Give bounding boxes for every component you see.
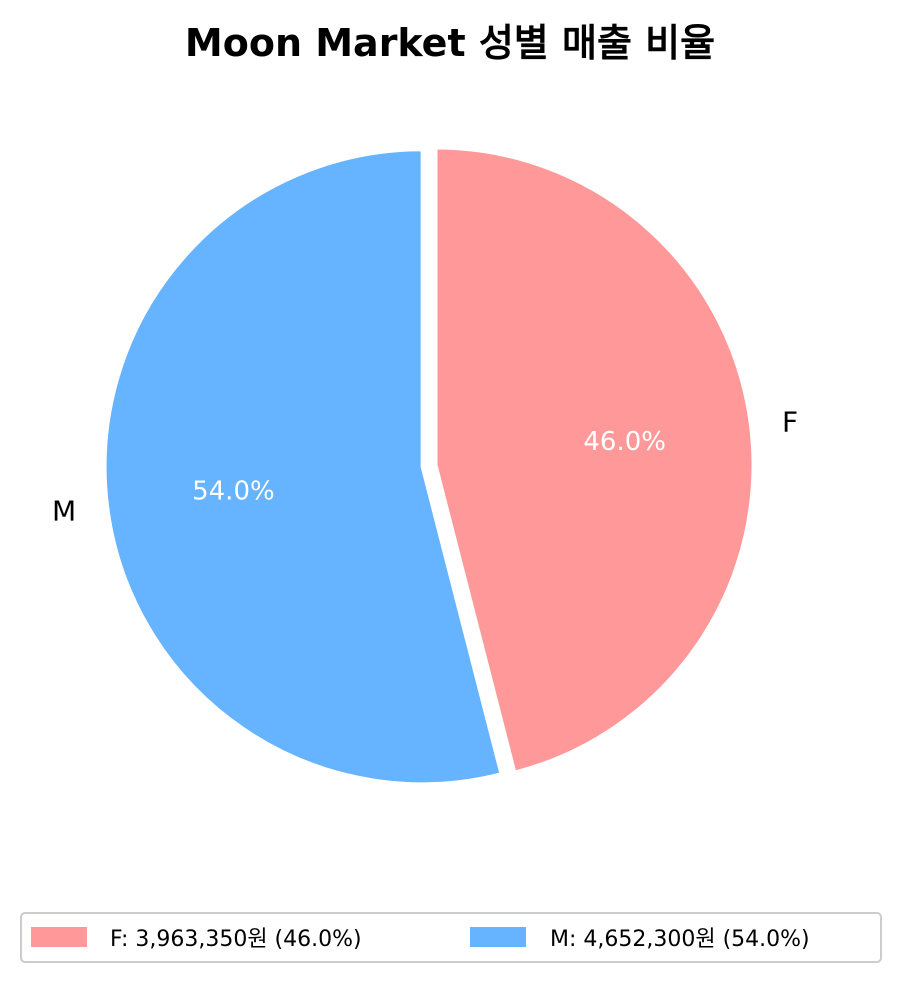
- legend: F: 3,963,350원 (46.0%) M: 4,652,300원 (54.…: [20, 912, 882, 963]
- legend-frame: [20, 912, 882, 963]
- pie-slices: [103, 146, 755, 786]
- pie-slice-m: [103, 148, 503, 786]
- category-label-f: F: [782, 405, 798, 438]
- legend-entry-m: M: 4,652,300원 (54.0%): [550, 927, 810, 952]
- pie-slice-f: [434, 146, 755, 774]
- percent-label-m: 54.0%: [192, 477, 275, 507]
- chart-title: Moon Market 성별 매출 비율: [185, 21, 715, 65]
- legend-entry-f: F: 3,963,350원 (46.0%): [110, 927, 362, 952]
- legend-swatch-f: [31, 927, 87, 947]
- percent-label-f: 46.0%: [583, 427, 666, 457]
- category-label-m: M: [52, 494, 76, 527]
- legend-swatch-m: [470, 927, 526, 947]
- pie-labels: 46.0% F 54.0% M: [52, 405, 798, 527]
